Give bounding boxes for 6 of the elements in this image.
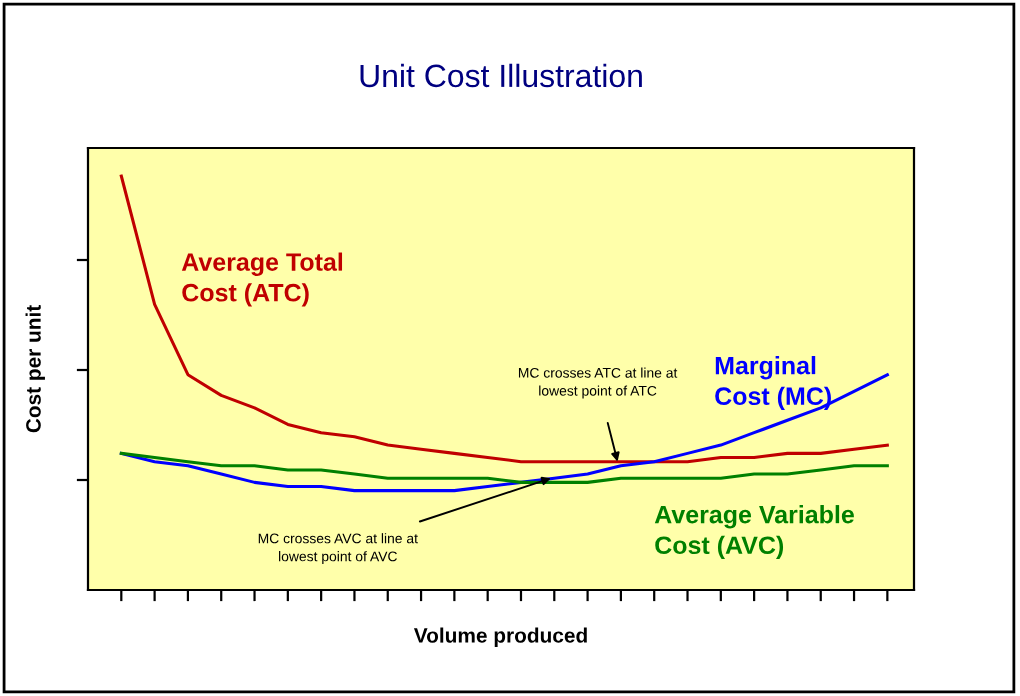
y-axis-title: Cost per unit xyxy=(25,305,45,433)
series-label: Marginal Cost (MC) xyxy=(715,356,831,410)
series-label: Average Variable Cost (AVC) xyxy=(654,505,854,560)
chart-title: Unit Cost Illustration xyxy=(360,63,642,88)
series-label: Average Total Cost (ATC) xyxy=(181,252,343,307)
x-axis-title: Volume produced xyxy=(413,627,587,647)
